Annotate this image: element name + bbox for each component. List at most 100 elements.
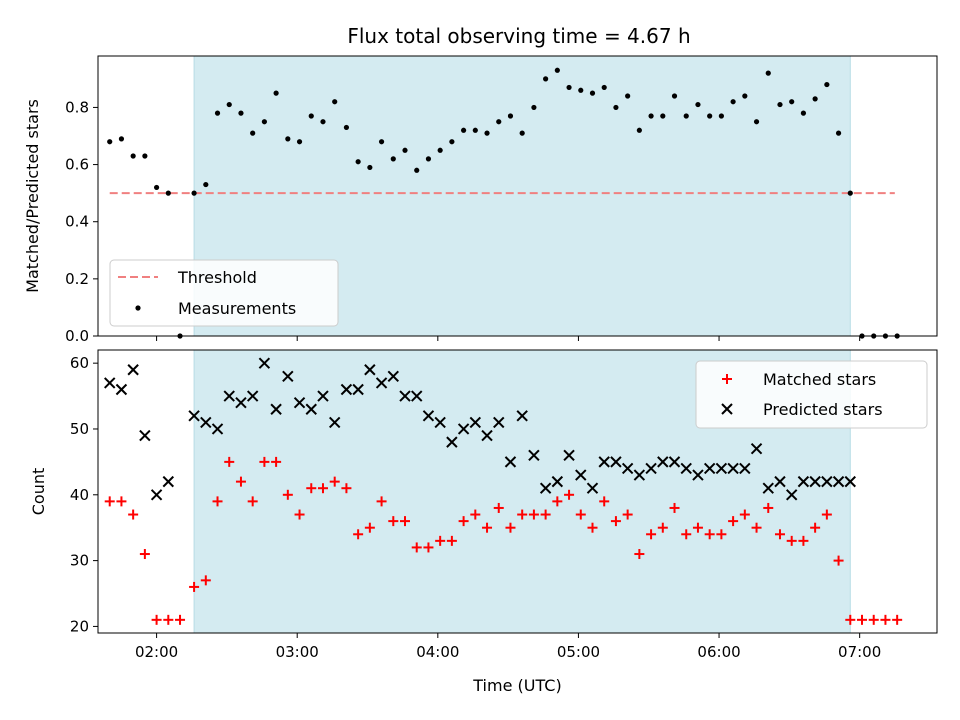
matched-star-point bbox=[353, 529, 364, 540]
bot-y-tick-label: 30 bbox=[70, 552, 89, 570]
predicted-star-point bbox=[282, 370, 294, 383]
predicted-star-point bbox=[211, 423, 224, 435]
predicted-star-point bbox=[575, 469, 587, 481]
measurement-point bbox=[250, 130, 256, 136]
predicted-star-point bbox=[551, 475, 564, 488]
matched-star-point bbox=[575, 509, 586, 520]
matched-star-point bbox=[669, 502, 680, 513]
predicted-star-point bbox=[785, 489, 798, 501]
predicted-star-point bbox=[139, 429, 151, 442]
measurement-point bbox=[165, 190, 171, 196]
matched-star-point bbox=[751, 522, 762, 533]
measurement-point bbox=[367, 164, 373, 171]
matched-star-point bbox=[587, 522, 598, 533]
predicted-star-point bbox=[457, 423, 470, 435]
measurement-point bbox=[355, 159, 361, 165]
top-y-tick-label: 0.8 bbox=[65, 98, 89, 116]
matched-star-point bbox=[128, 509, 139, 520]
legend-threshold-label: Threshold bbox=[177, 268, 257, 287]
measurement-point bbox=[753, 119, 760, 125]
predicted-star-point bbox=[750, 443, 763, 455]
predicted-star-point bbox=[504, 456, 517, 468]
predicted-star-point bbox=[621, 462, 634, 475]
matched-star-point bbox=[704, 529, 715, 540]
matched-star-point bbox=[435, 535, 446, 546]
matched-star-point bbox=[423, 542, 434, 553]
ratio-legend: Threshold Measurements bbox=[109, 259, 339, 327]
measurement-point bbox=[261, 119, 267, 125]
predicted-star-point bbox=[821, 475, 833, 488]
predicted-star-point bbox=[305, 403, 317, 415]
matched-star-point bbox=[646, 529, 657, 540]
matched-star-point bbox=[329, 476, 340, 487]
matched-star-point bbox=[763, 502, 774, 513]
predicted-star-point bbox=[188, 410, 200, 422]
matched-star-point bbox=[599, 496, 610, 507]
matched-star-point bbox=[259, 456, 270, 467]
measurement-point bbox=[153, 184, 160, 191]
matched-star-point bbox=[610, 516, 621, 527]
ratio-y-ticks: 0.0 0.2 0.4 0.6 0.8 bbox=[65, 98, 98, 345]
matched-star-point bbox=[634, 549, 645, 560]
matched-star-point bbox=[739, 509, 750, 520]
count-plot-area bbox=[104, 357, 903, 625]
matched-star-point bbox=[528, 509, 539, 520]
ratio-plot-area bbox=[107, 67, 900, 339]
measurement-point bbox=[531, 104, 537, 111]
count-panel: 20 30 40 50 60 02:00 03:00 04:00 05:00 06:00 07:0… bbox=[29, 349, 938, 695]
figure-title: Flux total observing time = 4.67 h bbox=[347, 24, 690, 48]
measurement-point bbox=[800, 110, 807, 116]
x-tick-label: 05:00 bbox=[557, 643, 600, 661]
measurement-point bbox=[130, 153, 136, 159]
measurement-point bbox=[296, 139, 303, 145]
matched-star-point bbox=[482, 522, 493, 533]
predicted-star-point bbox=[387, 370, 399, 383]
predicted-star-point bbox=[411, 390, 423, 402]
bot-y-tick-label: 50 bbox=[70, 420, 89, 438]
predicted-star-point bbox=[258, 357, 271, 369]
matched-star-point bbox=[306, 483, 317, 494]
predicted-star-point bbox=[645, 462, 657, 475]
measurement-point bbox=[507, 113, 514, 119]
matched-star-point bbox=[376, 496, 387, 507]
top-y-tick-label: 0.4 bbox=[65, 213, 89, 231]
matched-star-point bbox=[716, 529, 727, 540]
predicted-star-point bbox=[150, 489, 163, 501]
predicted-star-point bbox=[528, 449, 540, 462]
predicted-star-point bbox=[446, 436, 458, 448]
predicted-star-point bbox=[115, 383, 128, 396]
matched-star-point bbox=[892, 614, 903, 625]
bot-y-tick-label: 60 bbox=[70, 354, 89, 372]
measurement-point bbox=[191, 190, 197, 196]
measurement-point bbox=[765, 70, 771, 76]
bot-y-tick-label: 40 bbox=[70, 486, 89, 504]
matched-star-point bbox=[517, 509, 528, 520]
measurement-point bbox=[671, 93, 678, 99]
measurement-point bbox=[214, 110, 221, 116]
predicted-star-point bbox=[375, 377, 388, 389]
predicted-star-point bbox=[223, 390, 235, 402]
measurement-point bbox=[742, 93, 748, 99]
predicted-star-point bbox=[774, 475, 786, 488]
predicted-star-point bbox=[844, 475, 856, 488]
measurement-point bbox=[543, 76, 549, 82]
matched-star-point bbox=[505, 522, 516, 533]
x-tick-label: 03:00 bbox=[276, 643, 319, 661]
matched-star-point bbox=[458, 516, 469, 527]
matched-star-point bbox=[774, 529, 785, 540]
predicted-star-point bbox=[539, 482, 552, 494]
measurement-point bbox=[683, 113, 689, 119]
measurement-point bbox=[660, 113, 666, 119]
top-y-tick-label: 0.6 bbox=[65, 156, 89, 174]
measurement-point bbox=[625, 93, 631, 99]
count-legend-box bbox=[695, 360, 928, 429]
legend-measurements-label: Measurements bbox=[178, 299, 296, 318]
measurement-point bbox=[142, 153, 148, 159]
predicted-star-point bbox=[104, 377, 116, 389]
predicted-star-point bbox=[235, 396, 247, 409]
matched-star-point bbox=[493, 502, 504, 513]
matched-star-point bbox=[564, 489, 575, 500]
predicted-star-point bbox=[469, 416, 482, 429]
matched-star-point bbox=[657, 522, 668, 533]
measurement-point bbox=[285, 136, 291, 142]
